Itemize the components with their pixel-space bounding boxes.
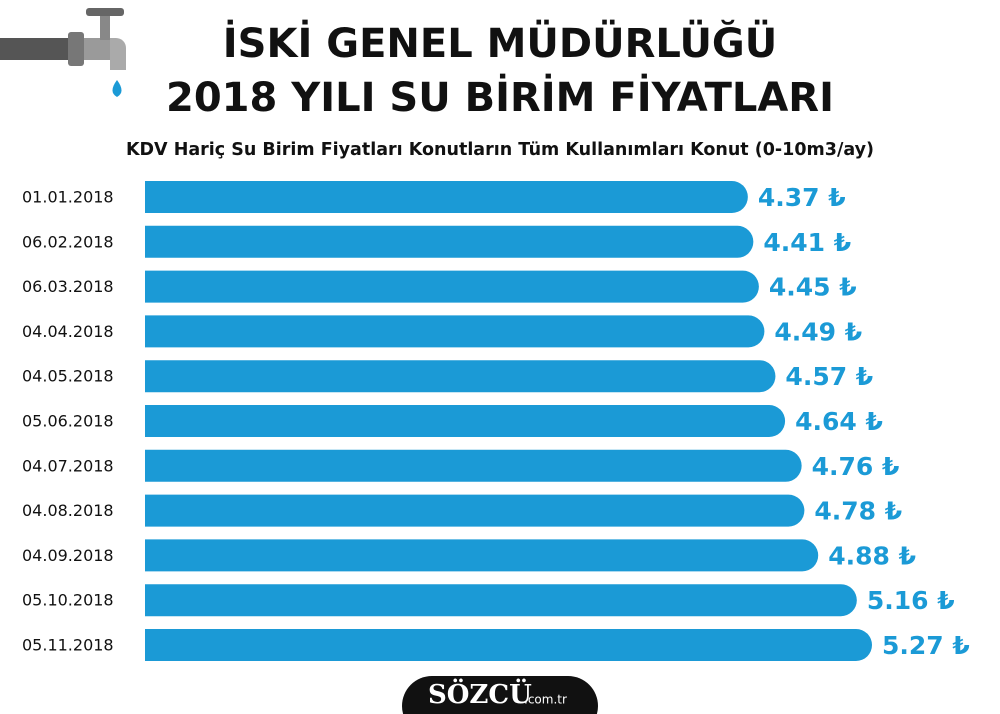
bar — [145, 449, 802, 482]
value-label: 4.76 ₺ — [812, 452, 900, 481]
category-label: 06.02.2018 — [22, 232, 114, 251]
chart-title: İSKİ GENEL MÜDÜRLÜĞÜ — [223, 19, 778, 67]
value-label: 4.88 ₺ — [828, 541, 916, 570]
value-label: 4.64 ₺ — [795, 407, 883, 436]
bar — [145, 629, 872, 661]
category-label: 05.10.2018 — [22, 591, 114, 610]
category-label: 04.05.2018 — [22, 367, 114, 386]
category-label: 01.01.2018 — [22, 188, 114, 207]
bar — [145, 181, 748, 213]
value-label: 4.57 ₺ — [785, 362, 873, 391]
bar — [145, 539, 819, 572]
value-label: 5.16 ₺ — [867, 586, 955, 615]
category-label: 04.09.2018 — [22, 546, 114, 565]
bar — [145, 270, 759, 303]
chart-subtitle: KDV Hariç Su Birim Fiyatları Konutların … — [126, 140, 874, 160]
value-label: 4.45 ₺ — [769, 273, 857, 302]
category-label: 04.08.2018 — [22, 501, 114, 520]
value-label: 4.78 ₺ — [814, 497, 902, 526]
logo-name: SÖZCÜ — [428, 678, 532, 710]
bar — [145, 494, 805, 527]
bar — [145, 360, 776, 393]
faucet-icon — [0, 8, 126, 97]
bar — [145, 405, 786, 437]
bar — [145, 315, 765, 348]
bar — [145, 584, 857, 617]
category-label: 05.06.2018 — [22, 412, 114, 431]
value-label: 4.41 ₺ — [763, 228, 851, 257]
category-label: 04.04.2018 — [22, 322, 114, 341]
chart-title: 2018 YILI SU BİRİM FİYATLARI — [166, 73, 834, 121]
bar — [145, 225, 754, 258]
category-label: 06.03.2018 — [22, 277, 114, 296]
logo: SÖZCÜ .com.tr — [402, 676, 598, 714]
logo-domain: .com.tr — [524, 693, 567, 707]
value-label: 4.49 ₺ — [774, 317, 862, 346]
value-label: 4.37 ₺ — [758, 183, 846, 212]
value-label: 5.27 ₺ — [882, 631, 970, 660]
category-label: 04.07.2018 — [22, 456, 114, 475]
category-label: 05.11.2018 — [22, 636, 114, 655]
